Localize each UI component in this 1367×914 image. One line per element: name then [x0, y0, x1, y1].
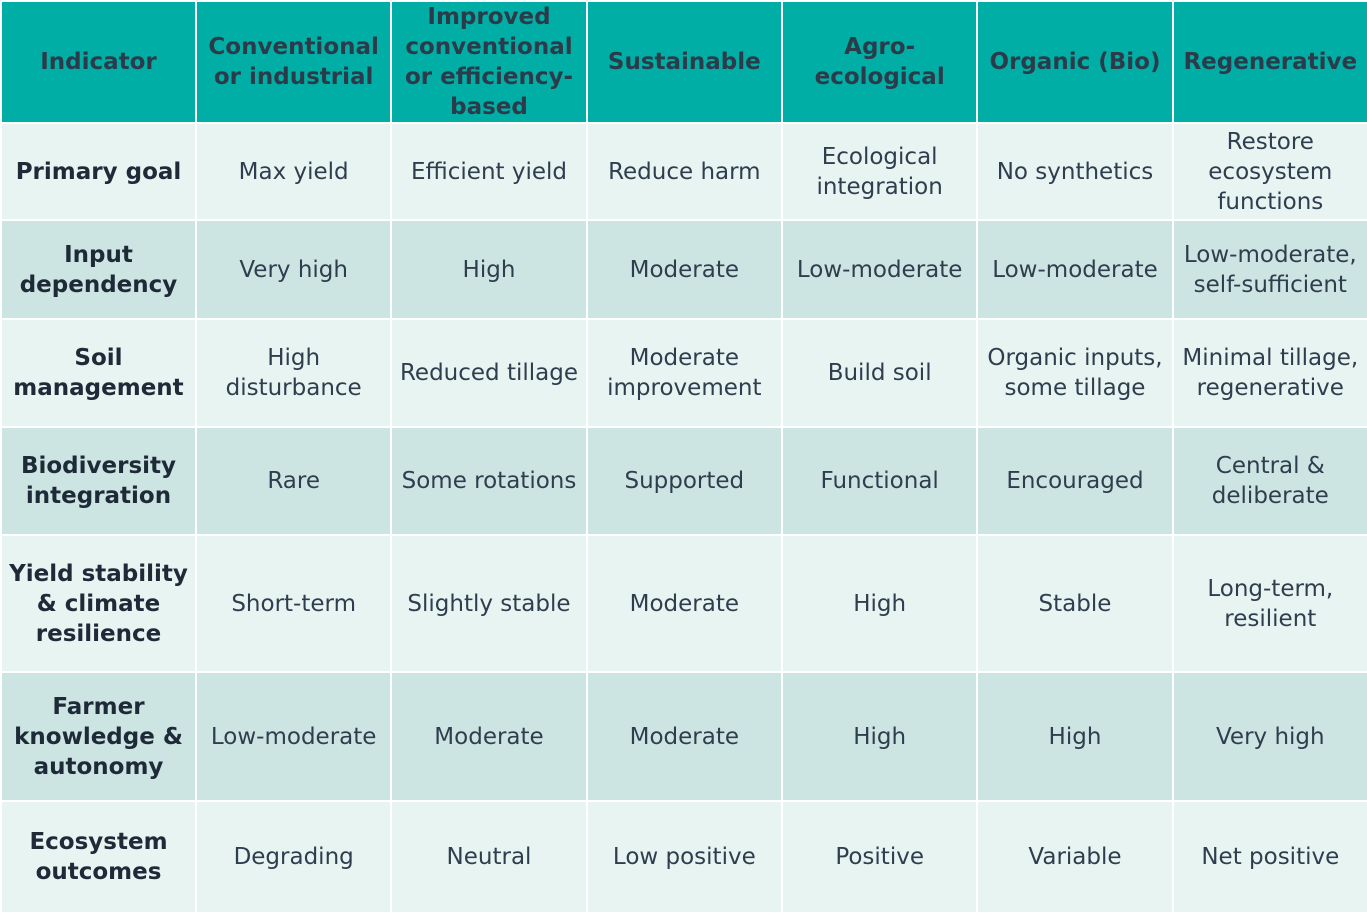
table-cell: Low positive — [585, 800, 783, 914]
table-row: Biodiversity integration Rare Some rotat… — [0, 426, 1367, 536]
table-cell: Variable — [976, 800, 1174, 914]
row-label: Primary goal — [0, 122, 197, 221]
row-label: Yield stability & climate resilience — [0, 534, 197, 673]
table-cell: Some rotations — [390, 426, 588, 536]
table-cell: Max yield — [194, 122, 393, 221]
header-agro-ecological: Agro-ecological — [780, 0, 979, 124]
table-cell: Functional — [780, 426, 979, 536]
table-cell: Low-moderate — [194, 671, 393, 802]
table-cell: Reduced tillage — [390, 318, 588, 428]
table-cell: Long-term, resilient — [1171, 534, 1367, 673]
table-cell: Restore ecosystem functions — [1171, 122, 1367, 221]
table-cell: Supported — [585, 426, 783, 536]
table-cell: Moderate — [585, 534, 783, 673]
table-cell: Net positive — [1171, 800, 1367, 914]
table-cell: High — [780, 671, 979, 802]
table-cell: Low-moderate, self-sufficient — [1171, 219, 1367, 320]
header-organic: Organic (Bio) — [976, 0, 1174, 124]
table-body: Primary goal Max yield Efficient yield R… — [0, 122, 1367, 914]
table-cell: Moderate — [585, 219, 783, 320]
row-label: Biodiversity integration — [0, 426, 197, 536]
table-cell: Very high — [1171, 671, 1367, 802]
row-label: Input dependency — [0, 219, 197, 320]
table-row: Ecosystem outcomes Degrading Neutral Low… — [0, 800, 1367, 914]
table-row: Soil management High disturbance Reduced… — [0, 318, 1367, 428]
table-cell: Very high — [194, 219, 393, 320]
table-cell: Positive — [780, 800, 979, 914]
table-cell: Stable — [976, 534, 1174, 673]
table-cell: High — [976, 671, 1174, 802]
table-row: Farmer knowledge & autonomy Low-moderate… — [0, 671, 1367, 802]
row-label: Ecosystem outcomes — [0, 800, 197, 914]
header-row: Indicator Conventional or industrial Imp… — [0, 0, 1367, 124]
row-label: Soil management — [0, 318, 197, 428]
header-conventional: Conventional or industrial — [194, 0, 393, 124]
header-indicator: Indicator — [0, 0, 197, 124]
table-cell: Ecological integration — [780, 122, 979, 221]
table-cell: Organic inputs, some tillage — [976, 318, 1174, 428]
table-cell: Central & deliberate — [1171, 426, 1367, 536]
table-cell: No synthetics — [976, 122, 1174, 221]
table-cell: Low-moderate — [780, 219, 979, 320]
table-row: Yield stability & climate resilience Sho… — [0, 534, 1367, 673]
table-cell: High — [390, 219, 588, 320]
table-cell: Moderate — [585, 671, 783, 802]
table-row: Primary goal Max yield Efficient yield R… — [0, 122, 1367, 221]
table-cell: Moderate — [390, 671, 588, 802]
table-cell: Efficient yield — [390, 122, 588, 221]
table-cell: Neutral — [390, 800, 588, 914]
table-cell: High disturbance — [194, 318, 393, 428]
table-cell: Slightly stable — [390, 534, 588, 673]
table-cell: Minimal tillage, regenerative — [1171, 318, 1367, 428]
table-cell: Degrading — [194, 800, 393, 914]
table-cell: Short-term — [194, 534, 393, 673]
header-improved-conventional: Improved conventional or efficiency-base… — [390, 0, 588, 124]
table-cell: High — [780, 534, 979, 673]
table-cell: Low-moderate — [976, 219, 1174, 320]
row-label: Farmer knowledge & autonomy — [0, 671, 197, 802]
header-regenerative: Regenerative — [1171, 0, 1367, 124]
header-sustainable: Sustainable — [585, 0, 783, 124]
table-cell: Moderate improvement — [585, 318, 783, 428]
table-cell: Rare — [194, 426, 393, 536]
table-cell: Reduce harm — [585, 122, 783, 221]
table-cell: Build soil — [780, 318, 979, 428]
table-cell: Encouraged — [976, 426, 1174, 536]
table-header: Indicator Conventional or industrial Imp… — [0, 0, 1367, 124]
table-row: Input dependency Very high High Moderate… — [0, 219, 1367, 320]
